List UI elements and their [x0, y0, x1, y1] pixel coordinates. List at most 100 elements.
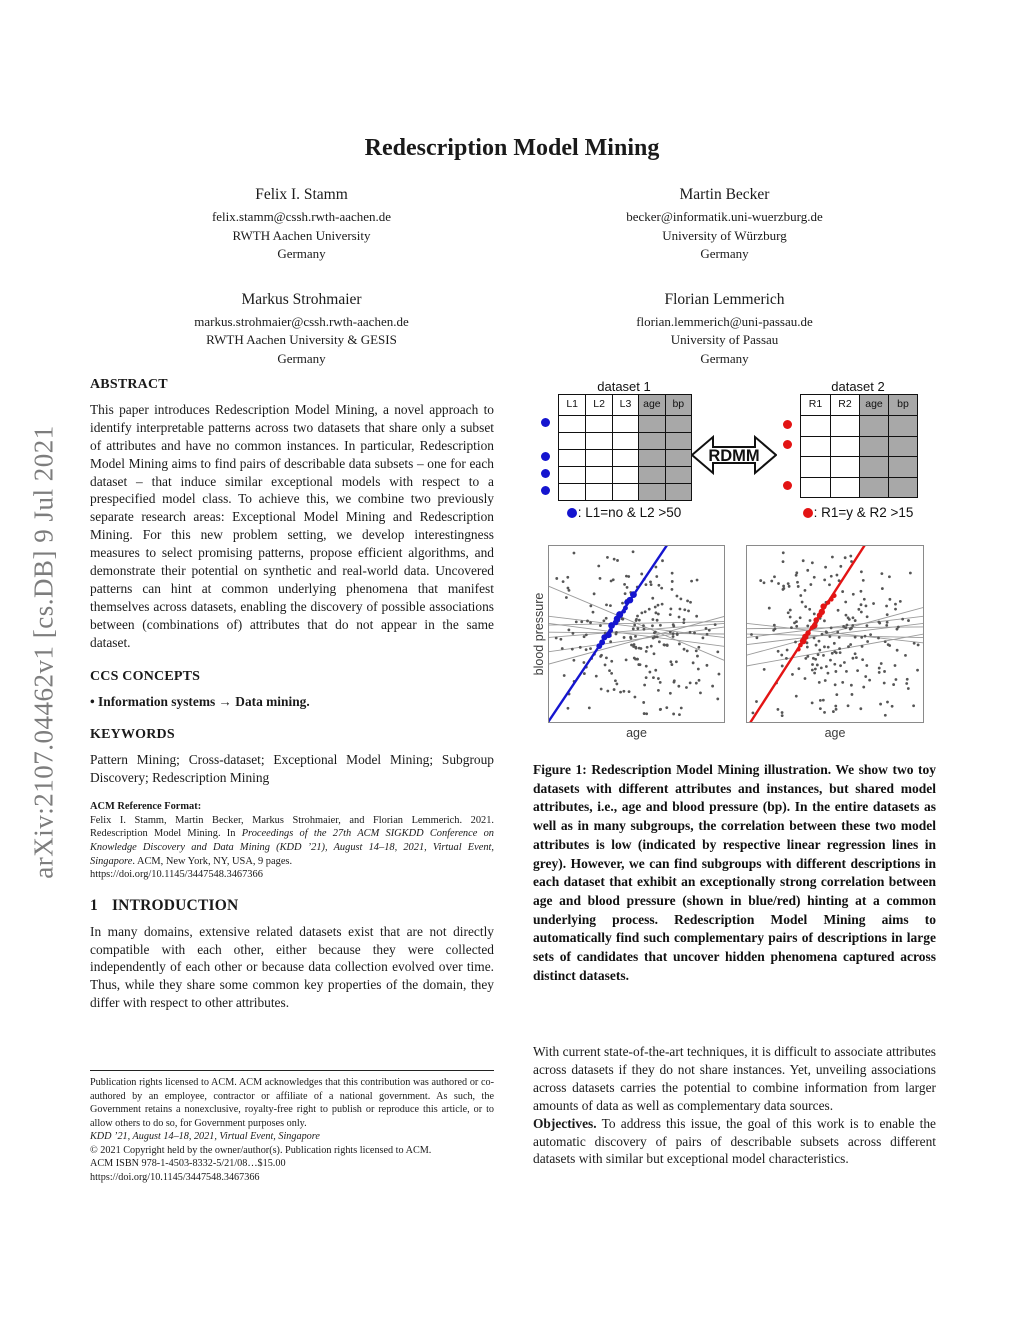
footnote-isbn: ACM ISBN 978-1-4503-8332-5/21/08…$15.00: [90, 1158, 286, 1169]
figure-diagram: RDMM dataset 1 L1 L2 L3 age bp : L1=no & L2 >5…: [533, 376, 936, 526]
table-header-cell: bp: [888, 395, 917, 415]
table-cell: [801, 415, 830, 436]
figure-caption: Figure 1: Redescription Model Mining ill…: [533, 762, 936, 983]
figure-table-dataset1: L1 L2 L3 age bp: [558, 394, 692, 501]
author-country: Germany: [700, 350, 749, 366]
footnote-venue: KDD ’21, August 14–18, 2021, Virtual Eve…: [90, 1131, 320, 1142]
acm-reference-heading: ACM Reference Format:: [90, 801, 202, 813]
ccs-heading: CCS CONCEPTS: [90, 668, 201, 684]
red-instance-dot: [783, 440, 792, 450]
right-column: RDMM dataset 1 L1 L2 L3 age bp : L1=no & L2 >5…: [532, 376, 936, 1166]
table-cell: [801, 476, 830, 497]
table-legend-dataset1: : L1=no & L2 >50: [533, 504, 715, 522]
table-cell: [664, 432, 691, 449]
table-header-cell: age: [638, 395, 665, 415]
table-cell: [888, 415, 917, 436]
blue-instance-dot: [541, 452, 550, 461]
right-column-text: With current state-of-the-art techniques…: [533, 1043, 936, 1168]
table-cell: [801, 456, 830, 477]
footnote-rule: [90, 1070, 494, 1071]
author-block: Markus Strohmaier markus.strohmaier@cssh.…: [90, 291, 513, 369]
table-cell: [585, 415, 612, 432]
section-number: 1: [90, 896, 98, 914]
author-name: Felix I. Stamm: [255, 186, 348, 203]
table-legend-dataset2: : R1=y & R2 >15: [775, 504, 941, 522]
table-cell: [611, 483, 639, 500]
table-cell: [559, 415, 586, 432]
author-country: Germany: [277, 246, 326, 262]
table-header-cell: L2: [585, 395, 612, 415]
table-cell: [638, 415, 665, 432]
table-cell: [830, 456, 859, 477]
table-header-cell: R1: [801, 395, 830, 415]
table-header-cell: age: [859, 395, 888, 415]
table-cell: [859, 435, 888, 456]
author-grid: Felix I. Stamm felix.stamm@cssh.rwth-aach…: [90, 186, 936, 369]
table-cell: [830, 415, 859, 436]
blue-instance-dot: [541, 486, 550, 495]
figure-table-dataset2: R1 R2 age bp: [800, 394, 918, 498]
blue-instance-dot: [541, 469, 550, 478]
table-cell: [611, 466, 639, 483]
table-title-dataset1: dataset 1: [597, 379, 651, 394]
legend-text: : L1=no & L2 >50: [577, 505, 682, 520]
author-name: Markus Strohmaier: [241, 290, 362, 308]
figure-plots: blood pressure age age: [532, 545, 936, 745]
legend-text: : R1=y & R2 >15: [813, 505, 914, 520]
objectives-paragraph: Objectives. To address this issue, the g…: [533, 1115, 936, 1169]
table-cell: [638, 432, 665, 449]
y-axis-label: blood pressure: [532, 592, 547, 676]
table-cell: [830, 476, 859, 497]
author-email: felix.stamm@cssh.rwth-aachen.de: [211, 209, 392, 224]
ccs-text: • Information systems → Data mining.: [90, 693, 310, 709]
footnote-license: Publication rights licensed to ACM. ACM …: [90, 1077, 494, 1129]
red-instance-dot: [783, 419, 792, 429]
author-block: Felix I. Stamm felix.stamm@cssh.rwth-aach…: [90, 186, 513, 264]
table-cell: [888, 435, 917, 456]
table-cell: [664, 483, 691, 500]
author-affiliation: RWTH Aachen University & GESIS: [206, 332, 397, 348]
table-cell: [585, 466, 612, 483]
table-cell: [559, 466, 586, 483]
author-name: Martin Becker: [679, 186, 770, 203]
objectives-label: Objectives.: [533, 1115, 597, 1131]
footnote-doi-link[interactable]: https://doi.org/10.1145/3447548.3467366: [90, 1171, 260, 1183]
scatter-plot-dataset2: [746, 545, 924, 723]
red-dot-icon: [802, 508, 813, 518]
author-affiliation: University of Würzburg: [662, 227, 787, 243]
table-cell: [611, 432, 639, 449]
acm-ref-part1: Felix I. Stamm, Martin Becker, Markus St…: [90, 814, 494, 840]
table-cell: [585, 483, 612, 500]
footnote-copyright: © 2021 Copyright held by the owner/autho…: [90, 1144, 432, 1156]
author-country: Germany: [277, 350, 326, 366]
table-cell: [888, 476, 917, 497]
scatter-plot-dataset1: [548, 545, 725, 723]
introduction-text: In many domains, extensive related datas…: [90, 923, 494, 1011]
table-cell: [664, 415, 691, 432]
introduction-heading: 1 INTRODUCTION: [90, 897, 494, 915]
acm-ref-doi-link[interactable]: https://doi.org/10.1145/3447548.3467366: [90, 869, 263, 881]
table-header-cell: R2: [830, 395, 859, 415]
left-column: ABSTRACT This paper introduces Redescrip…: [90, 376, 494, 1012]
table-cell: [611, 415, 639, 432]
figure-1: RDMM dataset 1 L1 L2 L3 age bp : L1=no & L2 >5…: [532, 376, 936, 985]
keywords-heading: KEYWORDS: [90, 727, 175, 743]
table-cell: [830, 435, 859, 456]
table-cell: [859, 415, 888, 436]
table-cell: [611, 449, 639, 466]
abstract-heading: ABSTRACT: [90, 377, 168, 392]
rdmm-label: RDMM: [708, 447, 759, 465]
table-cell: [585, 432, 612, 449]
section-title: INTRODUCTION: [111, 896, 239, 914]
table-cell: [638, 466, 665, 483]
table-cell: [888, 456, 917, 477]
author-email: becker@informatik.uni-wuerzburg.de: [626, 209, 823, 224]
acm-reference-block: ACM Reference Format: Felix I. Stamm, Ma…: [90, 800, 494, 882]
author-email: markus.strohmaier@cssh.rwth-aachen.de: [194, 313, 409, 329]
arxiv-banner: arXiv:2107.04462v1 [cs.DB] 9 Jul 2021: [28, 425, 59, 879]
table-cell: [664, 466, 691, 483]
table-cell: [859, 476, 888, 497]
table-cell: [559, 483, 586, 500]
author-email: florian.lemmerich@uni-passau.de: [636, 313, 813, 329]
paper-title: Redescription Model Mining: [364, 135, 660, 161]
